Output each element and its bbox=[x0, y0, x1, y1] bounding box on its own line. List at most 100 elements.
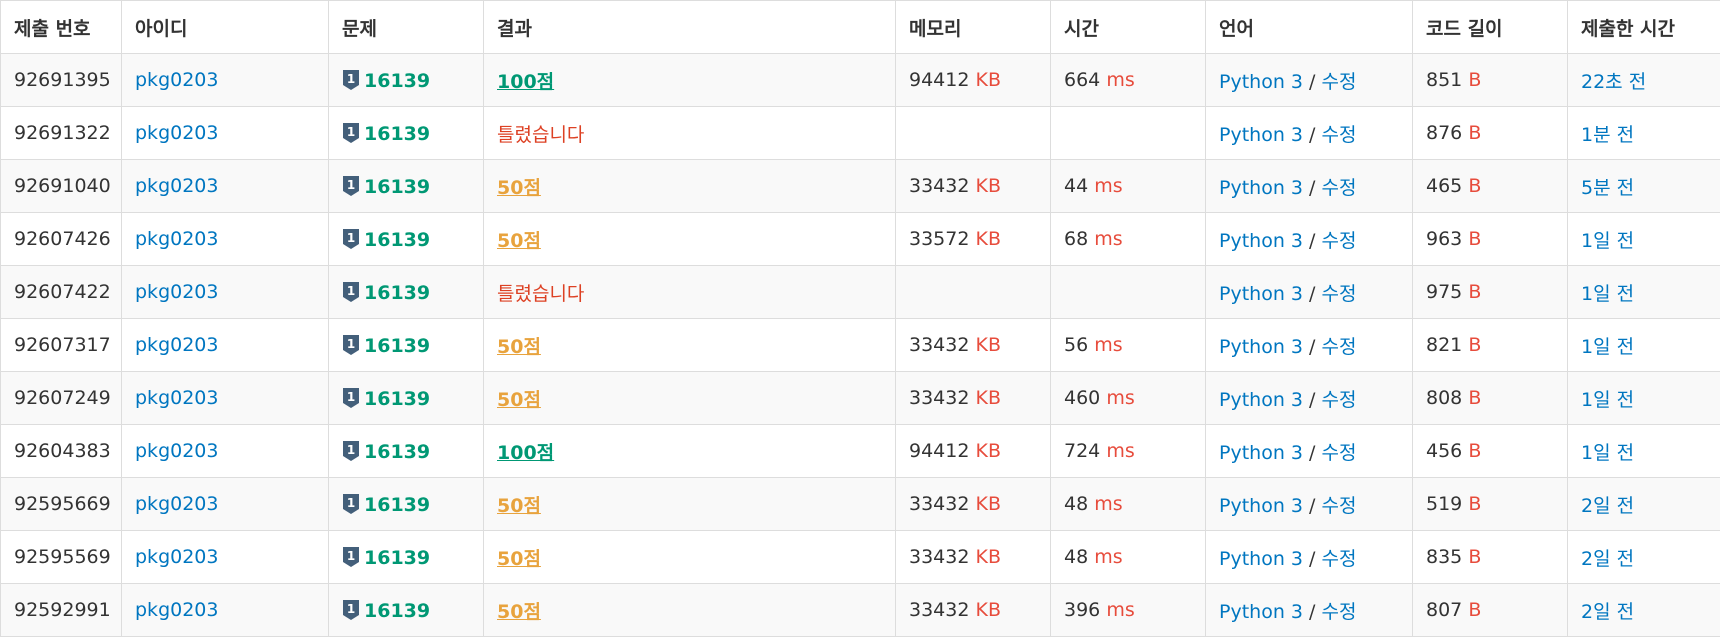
edit-link[interactable]: 수정 bbox=[1321, 70, 1357, 93]
result-link[interactable]: 50점 bbox=[497, 494, 541, 517]
problem-cell: 1 16139 bbox=[328, 477, 484, 531]
svg-text:1: 1 bbox=[347, 602, 355, 616]
user-link[interactable]: pkg0203 bbox=[135, 440, 219, 462]
submitted-time-link[interactable]: 1일 전 bbox=[1581, 282, 1635, 305]
edit-link[interactable]: 수정 bbox=[1321, 388, 1357, 411]
language-link[interactable]: Python 3 bbox=[1219, 70, 1303, 93]
language-cell: Python 3 / 수정 bbox=[1205, 265, 1413, 319]
problem-link[interactable]: 16139 bbox=[364, 334, 431, 357]
user-link[interactable]: pkg0203 bbox=[135, 599, 219, 621]
problem-link[interactable]: 16139 bbox=[364, 387, 431, 410]
language-cell: Python 3 / 수정 bbox=[1205, 530, 1413, 584]
svg-text:1: 1 bbox=[347, 443, 355, 457]
language-link[interactable]: Python 3 bbox=[1219, 123, 1303, 146]
edit-link[interactable]: 수정 bbox=[1321, 547, 1357, 570]
user-link[interactable]: pkg0203 bbox=[135, 546, 219, 568]
result-link[interactable]: 50점 bbox=[497, 335, 541, 358]
time-value: 68 bbox=[1064, 228, 1089, 250]
code-length-cell: 963 B bbox=[1412, 212, 1568, 266]
language-link[interactable]: Python 3 bbox=[1219, 176, 1303, 199]
problem-link[interactable]: 16139 bbox=[364, 281, 431, 304]
problem-link[interactable]: 16139 bbox=[364, 122, 431, 145]
memory-unit: KB bbox=[975, 334, 1002, 356]
submitted-time-link[interactable]: 1일 전 bbox=[1581, 229, 1635, 252]
submitted-time-link[interactable]: 22초 전 bbox=[1581, 70, 1647, 93]
code-length-unit: B bbox=[1468, 334, 1482, 356]
user-link[interactable]: pkg0203 bbox=[135, 387, 219, 409]
submitted-time-link[interactable]: 1일 전 bbox=[1581, 335, 1635, 358]
user-link[interactable]: pkg0203 bbox=[135, 334, 219, 356]
edit-link[interactable]: 수정 bbox=[1321, 123, 1357, 146]
user-link[interactable]: pkg0203 bbox=[135, 493, 219, 515]
problem-link[interactable]: 16139 bbox=[364, 228, 431, 251]
problem-link[interactable]: 16139 bbox=[364, 175, 431, 198]
edit-link[interactable]: 수정 bbox=[1321, 176, 1357, 199]
problem-link[interactable]: 16139 bbox=[364, 69, 431, 92]
user-link[interactable]: pkg0203 bbox=[135, 122, 219, 144]
time-cell: 48 ms bbox=[1050, 477, 1206, 531]
edit-link[interactable]: 수정 bbox=[1321, 600, 1357, 623]
submission-id: 92691040 bbox=[0, 159, 122, 213]
header-problem: 문제 bbox=[328, 0, 484, 54]
submitted-time-link[interactable]: 2일 전 bbox=[1581, 494, 1635, 517]
submitted-time-cell: 1일 전 bbox=[1567, 318, 1720, 372]
problem-cell: 1 16139 bbox=[328, 530, 484, 584]
tier-badge-icon: 1 bbox=[343, 69, 359, 90]
code-length-value: 851 bbox=[1426, 69, 1463, 91]
submitted-time-cell: 1일 전 bbox=[1567, 265, 1720, 319]
language-link[interactable]: Python 3 bbox=[1219, 335, 1303, 358]
user-link[interactable]: pkg0203 bbox=[135, 175, 219, 197]
user-link[interactable]: pkg0203 bbox=[135, 69, 219, 91]
time-value: 56 bbox=[1064, 334, 1089, 356]
submission-id: 92607249 bbox=[0, 371, 122, 425]
user-link[interactable]: pkg0203 bbox=[135, 228, 219, 250]
language-separator: / bbox=[1309, 282, 1316, 305]
submitted-time-link[interactable]: 2일 전 bbox=[1581, 600, 1635, 623]
language-cell: Python 3 / 수정 bbox=[1205, 424, 1413, 478]
submitted-time-cell: 1일 전 bbox=[1567, 212, 1720, 266]
edit-link[interactable]: 수정 bbox=[1321, 282, 1357, 305]
problem-link[interactable]: 16139 bbox=[364, 546, 431, 569]
result-link[interactable]: 50점 bbox=[497, 388, 541, 411]
language-link[interactable]: Python 3 bbox=[1219, 494, 1303, 517]
result-link[interactable]: 50점 bbox=[497, 547, 541, 570]
result-link[interactable]: 50점 bbox=[497, 600, 541, 623]
language-link[interactable]: Python 3 bbox=[1219, 229, 1303, 252]
language-link[interactable]: Python 3 bbox=[1219, 600, 1303, 623]
submitted-time-link[interactable]: 2일 전 bbox=[1581, 547, 1635, 570]
submitted-time-link[interactable]: 1일 전 bbox=[1581, 441, 1635, 464]
problem-link[interactable]: 16139 bbox=[364, 440, 431, 463]
language-link[interactable]: Python 3 bbox=[1219, 282, 1303, 305]
result-link[interactable]: 100점 bbox=[497, 441, 555, 464]
edit-link[interactable]: 수정 bbox=[1321, 441, 1357, 464]
language-link[interactable]: Python 3 bbox=[1219, 547, 1303, 570]
edit-link[interactable]: 수정 bbox=[1321, 229, 1357, 252]
user-cell: pkg0203 bbox=[121, 159, 329, 213]
language-separator: / bbox=[1309, 70, 1316, 93]
user-cell: pkg0203 bbox=[121, 318, 329, 372]
memory-value: 94412 bbox=[909, 440, 970, 462]
result-link[interactable]: 50점 bbox=[497, 176, 541, 199]
memory-value: 33432 bbox=[909, 599, 970, 621]
result-cell: 50점 bbox=[483, 477, 896, 531]
result-link[interactable]: 50점 bbox=[497, 229, 541, 252]
language-separator: / bbox=[1309, 494, 1316, 517]
memory-unit: KB bbox=[975, 387, 1002, 409]
header-user-id: 아이디 bbox=[121, 0, 329, 54]
user-link[interactable]: pkg0203 bbox=[135, 281, 219, 303]
result-link[interactable]: 100점 bbox=[497, 70, 555, 93]
language-link[interactable]: Python 3 bbox=[1219, 441, 1303, 464]
edit-link[interactable]: 수정 bbox=[1321, 335, 1357, 358]
code-length-cell: 456 B bbox=[1412, 424, 1568, 478]
edit-link[interactable]: 수정 bbox=[1321, 494, 1357, 517]
submitted-time-link[interactable]: 1분 전 bbox=[1581, 123, 1635, 146]
problem-link[interactable]: 16139 bbox=[364, 599, 431, 622]
submission-id: 92607426 bbox=[0, 212, 122, 266]
problem-link[interactable]: 16139 bbox=[364, 493, 431, 516]
time-cell: 396 ms bbox=[1050, 583, 1206, 637]
language-link[interactable]: Python 3 bbox=[1219, 388, 1303, 411]
memory-cell: 33432 KB bbox=[895, 530, 1051, 584]
submitted-time-link[interactable]: 5분 전 bbox=[1581, 176, 1635, 199]
code-length-value: 465 bbox=[1426, 175, 1463, 197]
submitted-time-link[interactable]: 1일 전 bbox=[1581, 388, 1635, 411]
